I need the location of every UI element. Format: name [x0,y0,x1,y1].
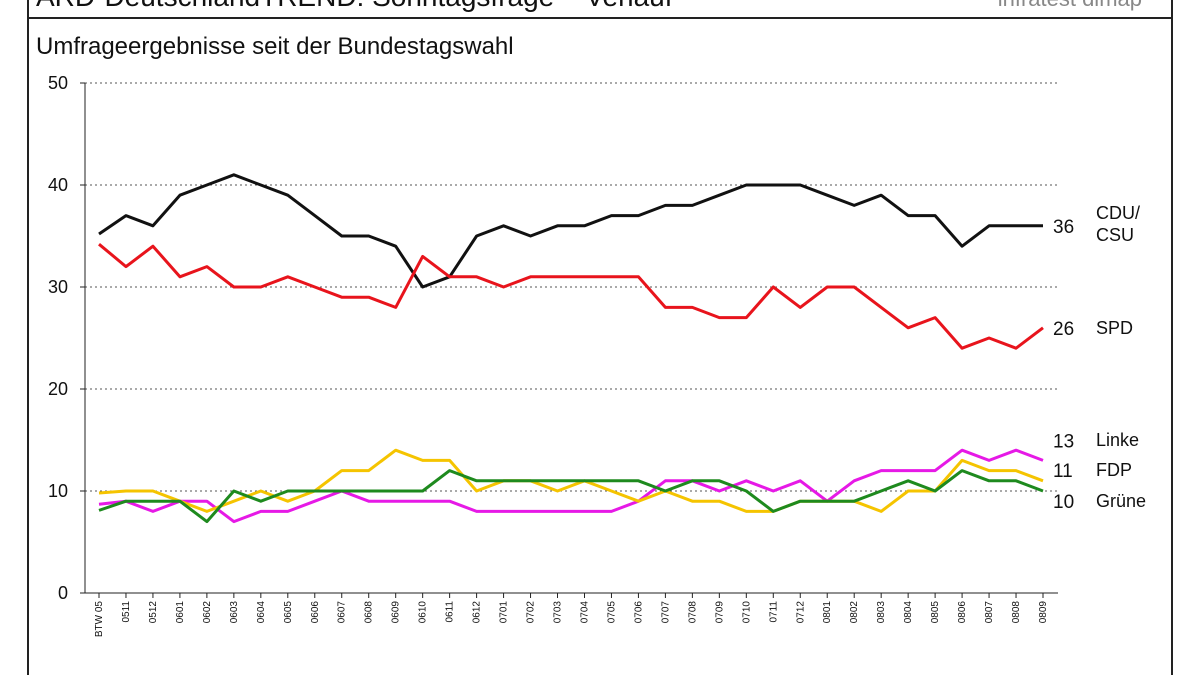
x-tick-label: 0603 [229,601,240,624]
x-tick-label: 0710 [741,601,752,624]
x-tick-label: 0609 [391,601,402,624]
x-tick-label: 0610 [418,601,429,624]
end-value-label: 13 [1053,431,1074,452]
legend-label: FDP [1096,459,1132,480]
end-value-label: 10 [1053,492,1074,513]
legend-label: Linke [1096,430,1140,451]
x-tick-label: 0711 [768,601,779,623]
chart-title: ARD-DeutschlandTREND: Sonntagsfrage – Ve… [36,0,673,12]
y-tick-label: 30 [48,277,68,297]
x-tick-label: 0709 [714,601,725,624]
y-tick-label: 10 [48,481,68,501]
x-tick-label: 0602 [202,601,213,624]
x-tick-label: 0706 [633,601,644,624]
legend-label: CDU/ CSU [1096,202,1140,245]
x-tick-label: 0607 [337,601,348,624]
end-value-label: 11 [1053,461,1073,482]
legend-label: Grüne [1096,491,1147,511]
x-tick-label: 0702 [526,601,537,624]
series-line [98,448,1044,524]
x-tick-label: 0712 [795,601,806,624]
x-tick-label: 0704 [579,601,590,624]
y-tick-label: 20 [48,379,68,399]
x-tick-label: 0802 [849,601,860,624]
x-tick-label: 0701 [499,601,510,624]
x-tick-label: 0806 [957,601,968,624]
x-tick-label: 0809 [1038,601,1049,624]
x-tick-label: 0805 [930,601,941,624]
x-tick-label: 0605 [283,601,294,624]
source: infratest dimap [998,0,1142,11]
x-tick-label: 0511 [121,601,132,623]
x-tick-label: 0707 [660,601,671,624]
x-tick-label: 0612 [472,601,483,624]
legend-label: SPD [1096,317,1134,338]
x-tick-label: 0708 [687,601,698,624]
x-tick-label: 0601 [175,601,186,624]
x-tick-label: 0803 [876,601,887,624]
y-tick-label: 50 [48,73,68,93]
x-tick-label: 0604 [256,601,267,624]
x-tick-label: 0703 [553,601,564,624]
series-line [98,173,1043,289]
x-tick-label: BTW 05 [94,601,105,638]
x-tick-label: 0608 [364,601,375,624]
x-tick-label: 0611 [445,601,456,623]
x-tick-label: 0808 [1011,601,1022,624]
x-tick-label: 0801 [822,601,833,624]
series-line [98,448,1044,513]
y-tick-label: 40 [48,175,68,195]
end-value-label: 26 [1053,319,1074,340]
chart-subtitle: Umfrageergebnisse seit der Bundestagswah… [36,33,514,60]
x-tick-label: 0807 [984,601,995,624]
series-line [98,469,1044,524]
end-value-label: 36 [1053,217,1074,238]
y-tick-label: 0 [58,583,68,603]
x-tick-label: 0705 [606,601,617,624]
x-tick-label: 0606 [310,601,321,624]
series-line [98,243,1044,350]
x-tick-label: 0512 [148,601,159,624]
x-tick-label: 0804 [903,601,914,624]
